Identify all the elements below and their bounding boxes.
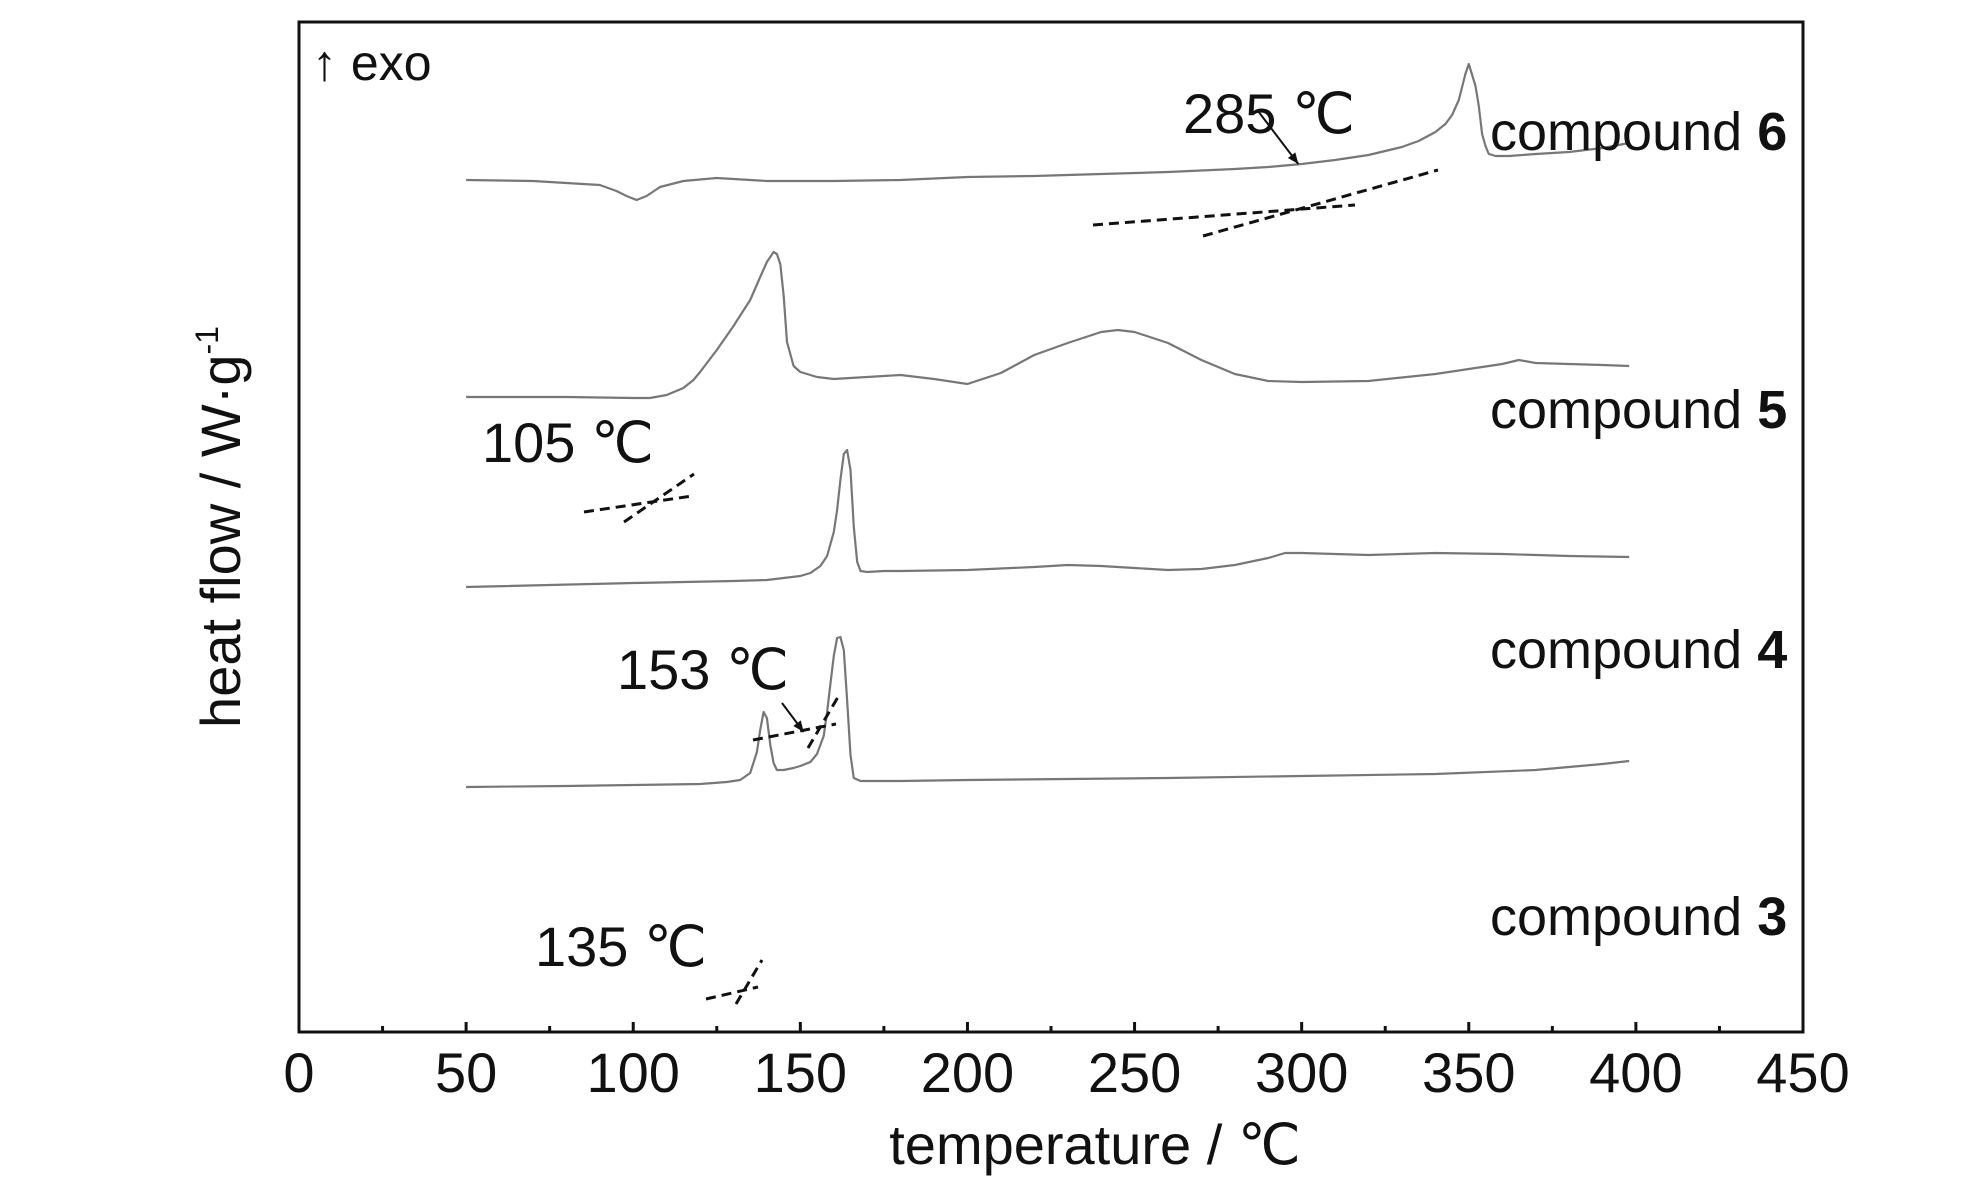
y-axis-title-superscript: -1 [189,326,225,354]
series-label-number: 5 [1757,380,1787,440]
series-line [466,250,1630,400]
x-tick-label: 400 [1589,1041,1682,1104]
series-label-number: 4 [1757,620,1787,680]
onset-annotations-group: 285 ℃ 105 ℃ 153 ℃ 135 ℃ [482,82,1355,978]
x-tick-label: 350 [1422,1041,1515,1104]
onset-tangent [1202,168,1439,238]
series-line [466,448,1630,589]
x-tick-label: 100 [587,1041,680,1104]
curves-group [466,62,1630,789]
series-label-prefix: compound [1490,380,1757,440]
onset-tangents-group [583,168,1439,1005]
x-axis: 0 50 100 150 200 250 300 350 400 450 [283,1022,1850,1104]
series-label: compound 3 [1490,887,1787,947]
series-line [466,635,1630,789]
onset-label: 135 ℃ [535,915,707,978]
onset-tangent [623,472,695,524]
series-label-prefix: compound [1490,620,1757,680]
series-label-number: 6 [1757,102,1787,162]
onset-tangent [806,696,840,749]
x-tick-label: 250 [1088,1041,1181,1104]
x-tick-label: 300 [1255,1041,1348,1104]
onset-tangent [583,494,693,514]
y-axis-title: heat flow / W·g-1 [189,326,252,728]
series-label: compound 4 [1490,620,1787,680]
onset-label: 285 ℃ [1183,82,1355,145]
x-axis-title: temperature / ℃ [889,1113,1301,1176]
onset-tangent [1092,203,1356,227]
series-label: compound 5 [1490,380,1787,440]
x-tick-label: 50 [435,1041,497,1104]
series-label-prefix: compound [1490,887,1757,947]
x-tick-label: 200 [921,1041,1014,1104]
onset-tangent [734,959,764,1005]
x-tick-label: 150 [754,1041,847,1104]
y-axis-title-group: heat flow / W·g-1 [189,326,252,728]
onset-leader-line [1257,110,1300,165]
series-label-number: 3 [1757,887,1787,947]
plot-frame [297,20,1805,1034]
series-label: compound 6 [1490,102,1787,162]
x-tick-label: 450 [1756,1041,1849,1104]
y-axis-title-main: heat flow / W·g [189,354,252,727]
onset-arrowhead [793,720,804,732]
exo-indicator: ↑ exo [312,35,432,91]
onset-label: 105 ℃ [482,411,654,474]
series-line [466,62,1630,202]
x-tick-label: 0 [283,1041,314,1104]
onset-arrowhead [1287,152,1299,164]
series-label-prefix: compound [1490,102,1757,162]
onset-tangent [705,985,759,1001]
onset-label: 153 ℃ [617,638,789,701]
